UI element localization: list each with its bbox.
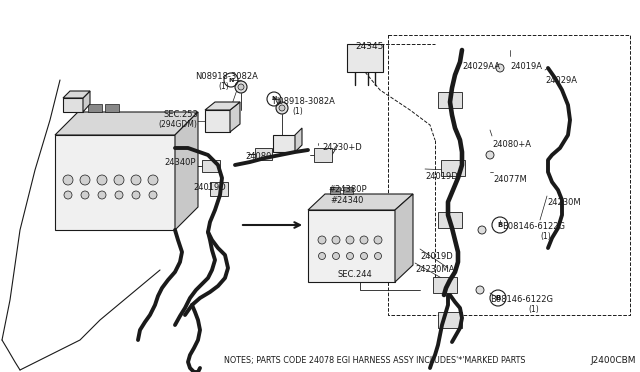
Text: 24230M: 24230M: [547, 198, 580, 207]
Text: SEC.253: SEC.253: [164, 110, 199, 119]
Polygon shape: [308, 210, 395, 282]
Polygon shape: [202, 160, 220, 172]
Text: SEC.244: SEC.244: [337, 270, 372, 279]
Circle shape: [149, 191, 157, 199]
Text: 24077M: 24077M: [493, 175, 527, 184]
Text: 24230+D: 24230+D: [322, 143, 362, 152]
Polygon shape: [295, 128, 302, 152]
Circle shape: [319, 253, 326, 260]
Circle shape: [98, 191, 106, 199]
Circle shape: [486, 151, 494, 159]
Circle shape: [374, 253, 381, 260]
Text: 24230MA: 24230MA: [415, 265, 454, 274]
Circle shape: [115, 191, 123, 199]
Polygon shape: [205, 102, 240, 110]
Circle shape: [318, 236, 326, 244]
Text: B08146-6122G: B08146-6122G: [490, 295, 553, 304]
Polygon shape: [88, 104, 102, 112]
Circle shape: [235, 81, 247, 93]
Polygon shape: [395, 194, 413, 282]
Polygon shape: [347, 44, 383, 72]
Circle shape: [333, 253, 339, 260]
Polygon shape: [205, 110, 230, 132]
Polygon shape: [438, 212, 462, 228]
Polygon shape: [105, 104, 119, 112]
Text: B: B: [495, 295, 500, 301]
Polygon shape: [83, 91, 90, 112]
Text: B: B: [497, 222, 502, 228]
Text: J2400CBM: J2400CBM: [590, 356, 636, 365]
Circle shape: [238, 84, 244, 90]
Text: 24340P: 24340P: [164, 158, 195, 167]
Text: 24019D: 24019D: [193, 183, 226, 192]
Polygon shape: [343, 187, 353, 194]
Circle shape: [332, 236, 340, 244]
Text: 24019D: 24019D: [420, 252, 452, 261]
Polygon shape: [441, 160, 465, 176]
Polygon shape: [330, 187, 340, 194]
Polygon shape: [55, 112, 198, 135]
Polygon shape: [308, 194, 413, 210]
Polygon shape: [255, 148, 272, 160]
Circle shape: [114, 175, 124, 185]
Text: 24029A: 24029A: [545, 76, 577, 85]
Polygon shape: [230, 102, 240, 132]
Text: (1): (1): [540, 232, 551, 241]
Circle shape: [63, 175, 73, 185]
Text: #24340: #24340: [330, 196, 364, 205]
Polygon shape: [63, 98, 83, 112]
Circle shape: [80, 175, 90, 185]
Circle shape: [476, 286, 484, 294]
Circle shape: [148, 175, 158, 185]
Text: 24345: 24345: [355, 42, 383, 51]
Circle shape: [81, 191, 89, 199]
Polygon shape: [433, 277, 457, 293]
Circle shape: [346, 236, 354, 244]
Circle shape: [346, 253, 353, 260]
Text: #24380P: #24380P: [328, 185, 367, 194]
Text: 24019D: 24019D: [425, 172, 458, 181]
Polygon shape: [175, 112, 198, 230]
Polygon shape: [210, 182, 228, 196]
Text: NOTES; PARTS CODE 24078 EGI HARNESS ASSY INCLUDES'*'MARKED PARTS: NOTES; PARTS CODE 24078 EGI HARNESS ASSY…: [224, 356, 525, 365]
Text: (1): (1): [218, 82, 228, 91]
Text: (294GDM): (294GDM): [158, 120, 197, 129]
Text: B08146-6122G: B08146-6122G: [502, 222, 565, 231]
Circle shape: [64, 191, 72, 199]
Text: N: N: [228, 77, 234, 83]
Text: N08918-3082A: N08918-3082A: [272, 97, 335, 106]
Text: (1): (1): [528, 305, 539, 314]
Text: (1): (1): [292, 107, 303, 116]
Circle shape: [496, 64, 504, 72]
Circle shape: [132, 191, 140, 199]
Text: 24080: 24080: [245, 152, 271, 161]
Text: 24080+A: 24080+A: [492, 140, 531, 149]
Text: 24029AA: 24029AA: [462, 62, 500, 71]
Polygon shape: [314, 148, 332, 162]
Circle shape: [360, 253, 367, 260]
Circle shape: [478, 226, 486, 234]
Polygon shape: [438, 312, 462, 328]
Polygon shape: [55, 135, 175, 230]
Text: N08918-3082A: N08918-3082A: [195, 72, 258, 81]
Circle shape: [374, 236, 382, 244]
Circle shape: [131, 175, 141, 185]
Circle shape: [360, 236, 368, 244]
Text: N: N: [271, 96, 276, 102]
Circle shape: [97, 175, 107, 185]
Polygon shape: [63, 91, 90, 98]
Polygon shape: [273, 135, 295, 152]
Text: 24019A: 24019A: [510, 62, 542, 71]
Polygon shape: [438, 92, 462, 108]
Circle shape: [279, 105, 285, 111]
Circle shape: [276, 102, 288, 114]
